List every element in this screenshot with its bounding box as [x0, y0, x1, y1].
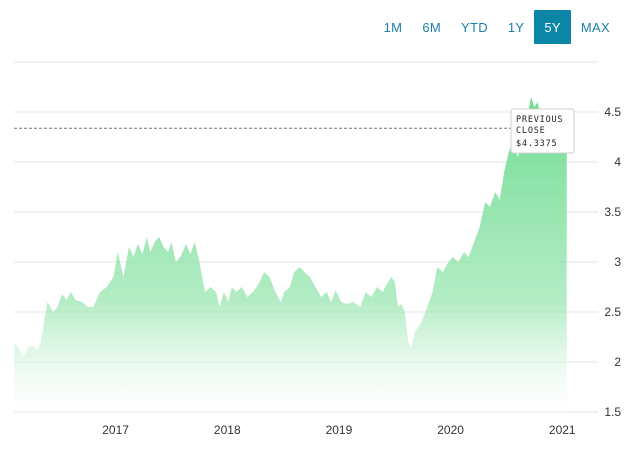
y-tick-label: 4: [614, 155, 621, 169]
y-axis-ticks: 1.5 2 2.5 3 3.5 4 4.5: [604, 105, 621, 419]
x-tick-label: 2020: [437, 423, 464, 437]
range-tab-6m[interactable]: 6M: [422, 19, 441, 35]
range-tab-1m[interactable]: 1M: [383, 19, 403, 35]
y-tick-label: 3.5: [604, 205, 621, 219]
previous-close-tooltip: PREVIOUS CLOSE $4.3375: [510, 108, 575, 154]
range-tab-max[interactable]: MAX: [580, 19, 610, 35]
x-axis-ticks: 2017 2018 2019 2020 2021: [102, 423, 576, 437]
tooltip-line-2: CLOSE: [516, 126, 546, 136]
y-tick-label: 2.5: [604, 305, 621, 319]
x-tick-label: 2018: [214, 423, 241, 437]
tooltip-value: $4.3375: [516, 139, 557, 149]
range-tab-5y[interactable]: 5Y: [534, 10, 571, 44]
y-tick-label: 1.5: [604, 405, 621, 419]
range-tabs: 1M 6M YTD 1Y 5Y MAX: [374, 10, 620, 44]
x-tick-label: 2019: [326, 423, 353, 437]
price-area: [14, 97, 567, 412]
y-tick-label: 2: [614, 355, 621, 369]
range-tab-ytd[interactable]: YTD: [460, 19, 488, 35]
range-tab-1y[interactable]: 1Y: [507, 19, 525, 35]
x-tick-label: 2021: [549, 423, 576, 437]
y-tick-label: 3: [614, 255, 621, 269]
y-tick-label: 4.5: [604, 105, 621, 119]
tooltip-box: [510, 108, 575, 154]
tooltip-line-1: PREVIOUS: [516, 115, 563, 125]
x-tick-label: 2017: [102, 423, 129, 437]
